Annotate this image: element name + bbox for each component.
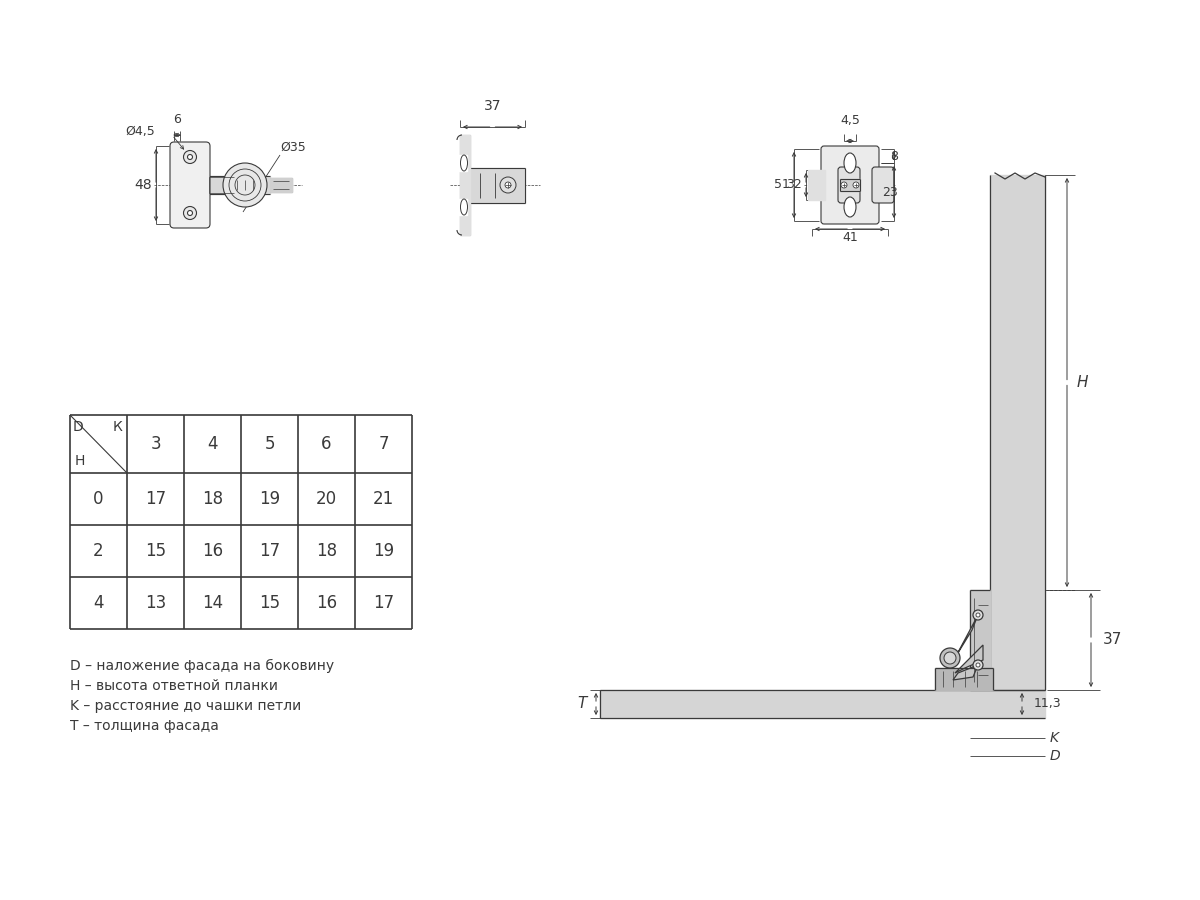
Polygon shape [950, 615, 978, 666]
Text: 2: 2 [94, 542, 104, 560]
Text: D – наложение фасада на боковину: D – наложение фасада на боковину [70, 659, 334, 673]
Text: 37: 37 [1103, 633, 1122, 647]
Polygon shape [457, 199, 467, 215]
Circle shape [184, 206, 197, 220]
Text: 15: 15 [259, 594, 280, 612]
Text: 4,5: 4,5 [840, 114, 860, 127]
Circle shape [184, 150, 197, 164]
Circle shape [976, 663, 980, 667]
Text: 15: 15 [145, 542, 166, 560]
Circle shape [187, 155, 192, 159]
Polygon shape [953, 665, 978, 680]
Text: K: K [1050, 731, 1060, 745]
FancyBboxPatch shape [838, 167, 860, 203]
Text: 4: 4 [208, 435, 217, 453]
Circle shape [944, 652, 956, 664]
Polygon shape [955, 645, 983, 673]
Text: T – толщина фасада: T – толщина фасада [70, 719, 218, 733]
Text: 18: 18 [316, 542, 337, 560]
Polygon shape [470, 167, 526, 202]
Text: 11,3: 11,3 [1034, 698, 1062, 710]
Text: 13: 13 [145, 594, 166, 612]
Text: 5: 5 [264, 435, 275, 453]
Circle shape [973, 610, 983, 620]
Text: Ø35: Ø35 [280, 140, 306, 154]
FancyBboxPatch shape [821, 146, 878, 224]
Text: T: T [577, 697, 587, 712]
Polygon shape [808, 170, 826, 200]
Circle shape [976, 613, 980, 617]
Text: 7: 7 [378, 435, 389, 453]
Text: 41: 41 [842, 231, 858, 244]
FancyBboxPatch shape [872, 167, 894, 203]
Text: 37: 37 [484, 99, 502, 113]
Text: H – высота ответной планки: H – высота ответной планки [70, 679, 278, 693]
Polygon shape [875, 170, 892, 200]
Polygon shape [460, 135, 470, 235]
Circle shape [841, 182, 847, 188]
Text: 19: 19 [373, 542, 394, 560]
Text: 51: 51 [774, 178, 790, 192]
Text: 3: 3 [150, 435, 161, 453]
Text: D: D [73, 420, 84, 434]
Circle shape [940, 648, 960, 668]
Text: 20: 20 [316, 490, 337, 508]
Circle shape [500, 177, 516, 193]
Polygon shape [204, 176, 270, 194]
Text: 14: 14 [202, 594, 223, 612]
Ellipse shape [844, 197, 856, 217]
Polygon shape [457, 155, 467, 171]
Text: D: D [1050, 749, 1061, 763]
Text: 6: 6 [173, 113, 181, 126]
Polygon shape [270, 178, 292, 192]
Text: H: H [1078, 375, 1088, 390]
Text: 0: 0 [94, 490, 103, 508]
Text: 6: 6 [322, 435, 331, 453]
Text: 18: 18 [202, 490, 223, 508]
Text: 16: 16 [202, 542, 223, 560]
Circle shape [187, 211, 192, 215]
Circle shape [973, 660, 983, 670]
Text: 17: 17 [145, 490, 166, 508]
Ellipse shape [844, 153, 856, 173]
Text: 8: 8 [890, 149, 898, 163]
Text: 19: 19 [259, 490, 280, 508]
FancyBboxPatch shape [170, 142, 210, 228]
Text: Н: Н [74, 454, 85, 468]
Text: Ø4,5: Ø4,5 [125, 124, 155, 138]
Text: 21: 21 [373, 490, 394, 508]
Polygon shape [990, 175, 1045, 690]
Ellipse shape [461, 199, 468, 215]
Polygon shape [840, 179, 860, 191]
Polygon shape [970, 590, 990, 690]
Text: 32: 32 [786, 178, 802, 192]
Text: 23: 23 [882, 185, 898, 199]
Circle shape [853, 182, 859, 188]
Circle shape [223, 163, 266, 207]
Text: 48: 48 [134, 178, 152, 192]
Text: 17: 17 [373, 594, 394, 612]
Text: К: К [113, 420, 122, 434]
Ellipse shape [461, 155, 468, 171]
Text: 16: 16 [316, 594, 337, 612]
Text: 17: 17 [259, 542, 280, 560]
Text: 4: 4 [94, 594, 103, 612]
Polygon shape [600, 690, 1045, 718]
Polygon shape [935, 668, 994, 690]
Circle shape [505, 182, 511, 188]
Text: K – расстояние до чашки петли: K – расстояние до чашки петли [70, 699, 301, 713]
